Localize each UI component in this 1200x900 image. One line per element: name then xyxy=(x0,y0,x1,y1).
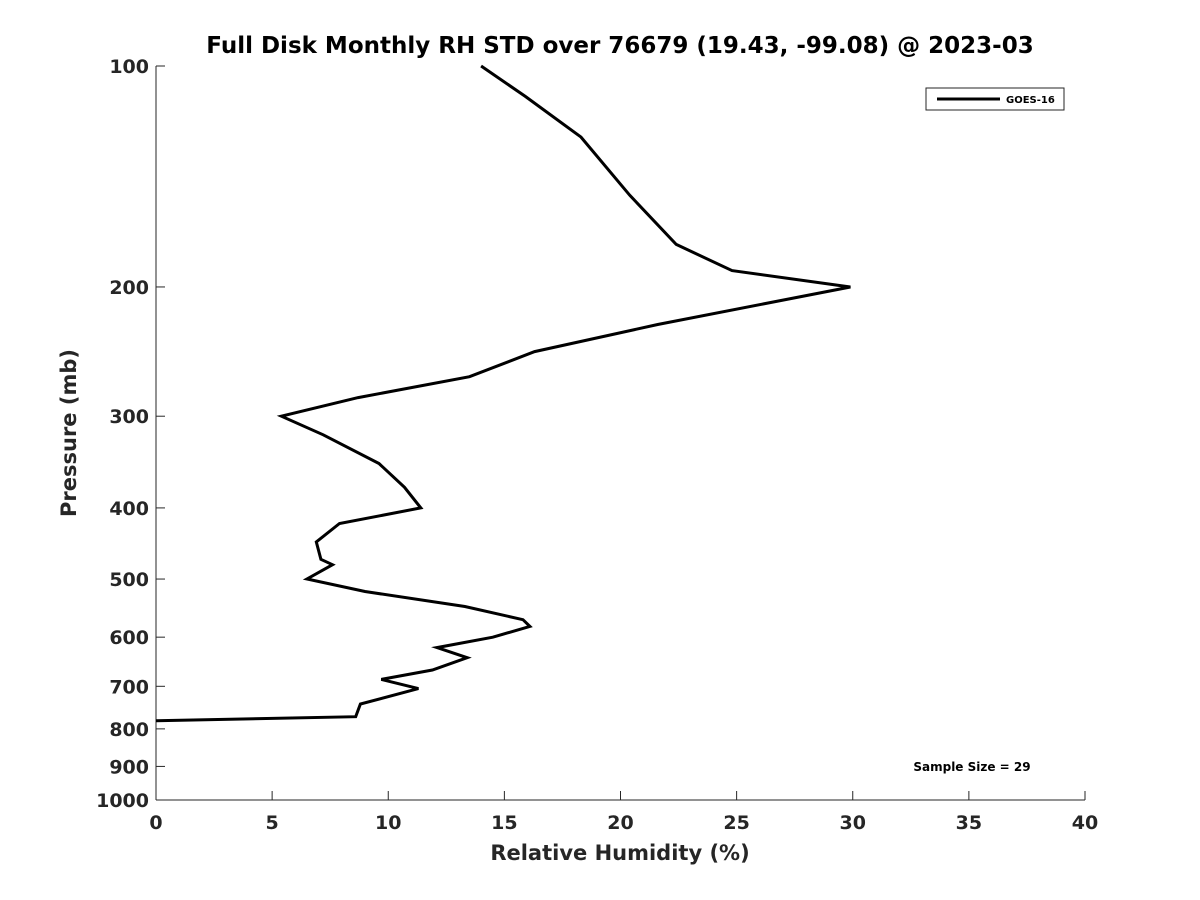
y-tick-label: 100 xyxy=(109,56,149,78)
x-tick-label: 30 xyxy=(840,812,866,834)
y-tick-label: 400 xyxy=(109,498,149,520)
y-tick-label: 300 xyxy=(109,406,149,428)
x-tick-label: 25 xyxy=(723,812,749,834)
y-tick-label: 500 xyxy=(109,569,149,591)
series-line-goes-16 xyxy=(155,64,851,723)
x-axis-label: Relative Humidity (%) xyxy=(490,841,749,865)
y-tick-label: 1000 xyxy=(96,790,149,812)
x-tick-label: 20 xyxy=(607,812,633,834)
x-tick-label: 0 xyxy=(149,812,162,834)
y-tick-label: 900 xyxy=(109,756,149,778)
axes xyxy=(155,66,1085,801)
legend-label-goes-16: GOES-16 xyxy=(1006,95,1055,106)
y-tick-label: 600 xyxy=(109,627,149,649)
series-group xyxy=(155,64,851,723)
sample-size-annotation: Sample Size = 29 xyxy=(913,760,1030,774)
x-tick-label: 5 xyxy=(266,812,279,834)
ticks: 0 5 10 15 20 25 30 35 40 100 200 300 400 500 600 700 800… xyxy=(96,56,1098,834)
y-tick-label: 200 xyxy=(109,277,149,299)
chart-title: Full Disk Monthly RH STD over 76679 (19.… xyxy=(206,33,1033,59)
x-tick-label: 15 xyxy=(491,812,517,834)
x-tick-label: 35 xyxy=(956,812,982,834)
x-tick-label: 10 xyxy=(375,812,401,834)
x-tick-label: 40 xyxy=(1072,812,1098,834)
y-tick-label: 700 xyxy=(109,676,149,698)
y-axis-label: Pressure (mb) xyxy=(57,349,81,517)
legend: GOES-16 xyxy=(925,87,1065,111)
y-tick-label: 800 xyxy=(109,719,149,741)
